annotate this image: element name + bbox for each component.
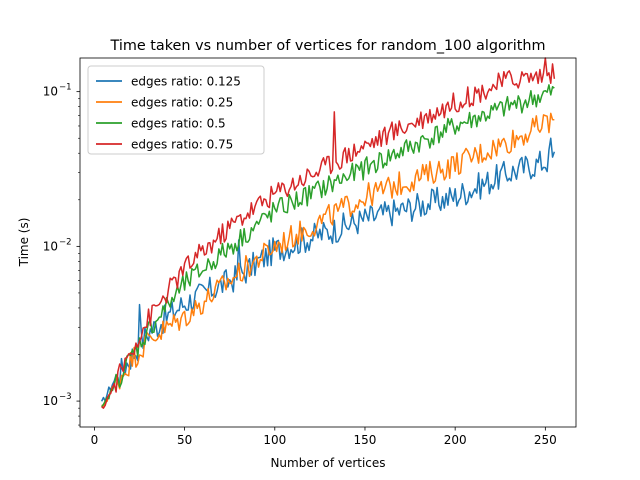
- legend-box: [87, 65, 265, 155]
- x-axis-label: Number of vertices: [270, 456, 385, 470]
- legend-label: edges ratio: 0.125: [131, 75, 241, 89]
- x-axis: 0 50 100 150 200 250: [91, 427, 557, 447]
- legend-label: edges ratio: 0.5: [131, 117, 226, 131]
- series-line-3: [101, 57, 556, 409]
- x-tick-label: 250: [534, 433, 557, 447]
- y-tick-label: 10: [43, 394, 58, 408]
- chart-title: Time taken vs number of vertices for ran…: [109, 38, 545, 54]
- y-tick-exponent: −2: [59, 237, 72, 247]
- x-tick-label: 150: [354, 433, 377, 447]
- plot-frame: [79, 57, 577, 428]
- y-axis-label: Time (s): [17, 218, 31, 268]
- y-axis: 10−310−210−1: [43, 83, 80, 426]
- series-line-1: [101, 112, 555, 407]
- y-tick-exponent: −3: [59, 392, 72, 402]
- x-tick-label: 100: [263, 433, 286, 447]
- legend-label: edges ratio: 0.75: [131, 138, 233, 152]
- x-tick-label: 200: [444, 433, 467, 447]
- series-line-0: [100, 137, 556, 402]
- x-tick-label: 50: [177, 433, 192, 447]
- series-layer: [100, 57, 556, 409]
- y-tick-label: 10: [43, 239, 58, 253]
- legend: edges ratio: 0.125 edges ratio: 0.25 edges…: [87, 65, 265, 155]
- x-tick-label: 0: [91, 433, 99, 447]
- legend-label: edges ratio: 0.25: [131, 96, 233, 110]
- y-tick-label: 10: [43, 85, 58, 99]
- y-tick-exponent: −1: [59, 83, 72, 93]
